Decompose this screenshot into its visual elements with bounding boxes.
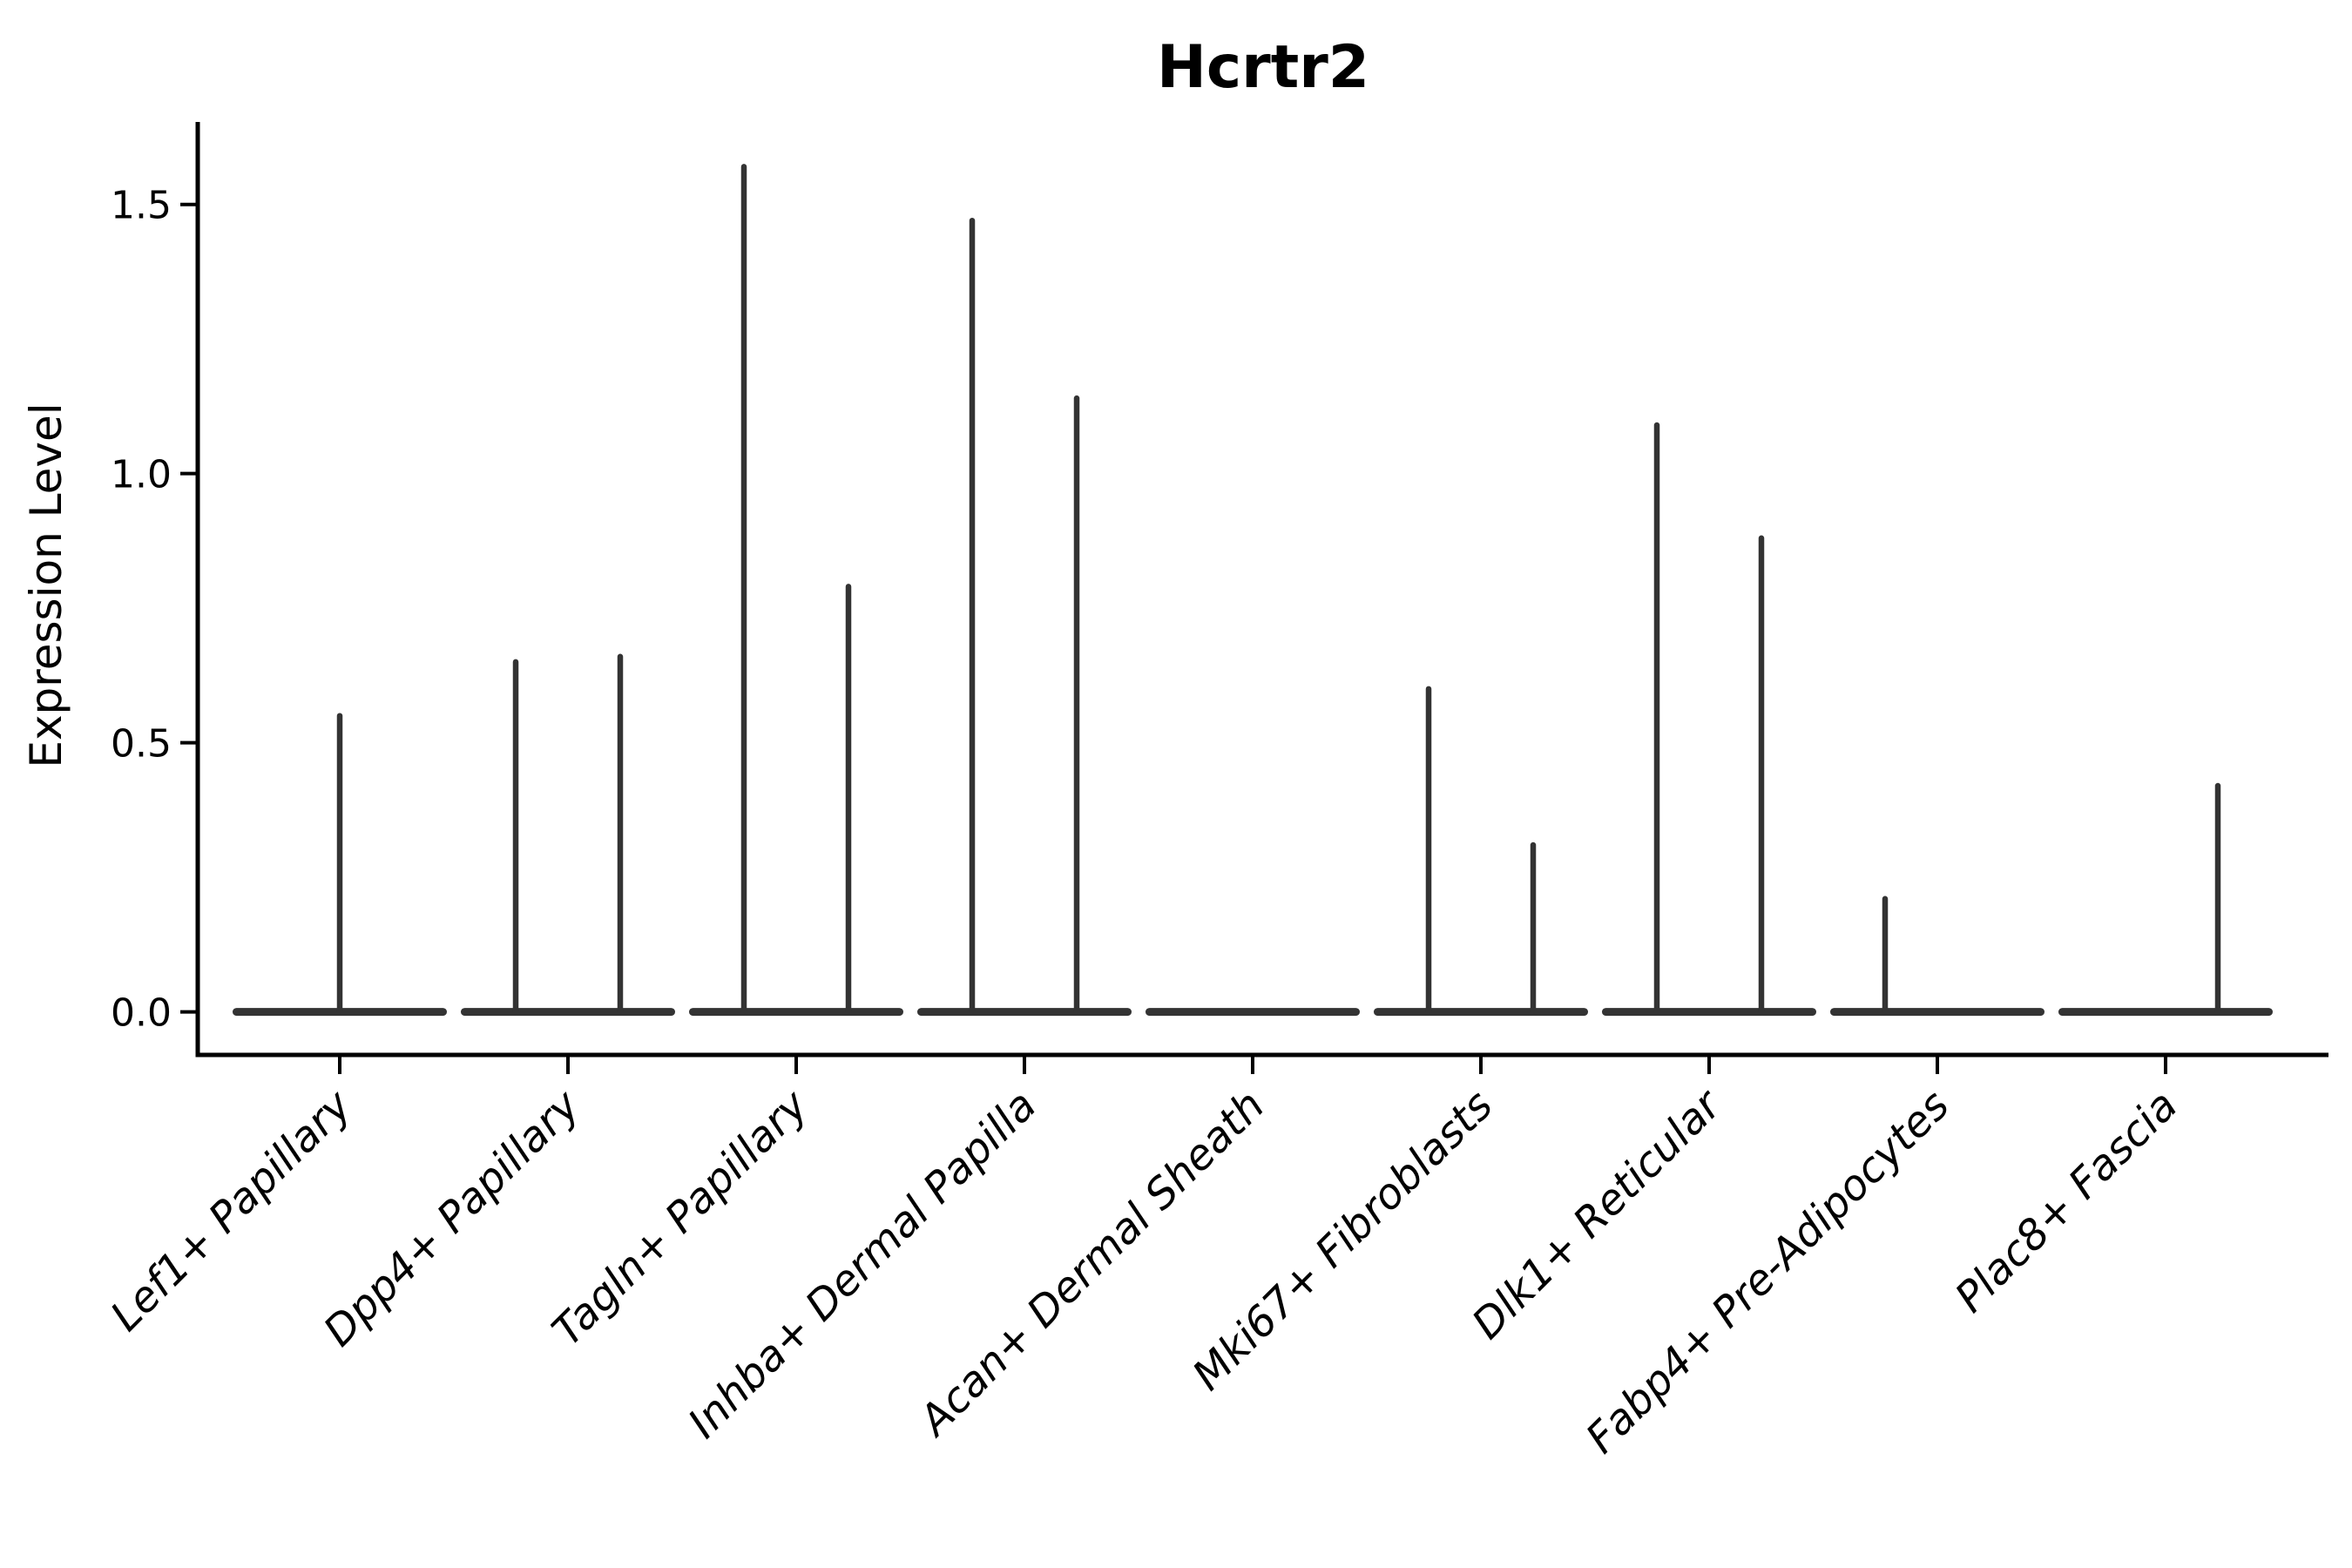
- y-tick-label: 1.0: [111, 453, 172, 497]
- y-tick-label: 1.5: [111, 184, 172, 228]
- violin-body: [1602, 1008, 1816, 1017]
- x-tick-label: Fabp4+ Pre-Adipocytes: [1577, 1081, 1959, 1463]
- violin-group: [689, 164, 903, 1017]
- violin-body: [917, 1008, 1132, 1017]
- violin-body: [689, 1008, 903, 1017]
- x-tick-label: Lef1+ Papillary: [101, 1080, 362, 1341]
- violin-body: [1146, 1008, 1360, 1017]
- y-tick-label: 0.5: [111, 722, 172, 767]
- violin-body: [2058, 1008, 2273, 1017]
- y-tick-label: 0.0: [111, 991, 172, 1036]
- chart-title: Hcrtr2: [1157, 33, 1369, 102]
- violin-group: [1602, 422, 1816, 1017]
- violin-body: [461, 1008, 675, 1017]
- violin-body: [1374, 1008, 1588, 1017]
- violin-group: [1374, 686, 1588, 1017]
- y-axis-label: Expression Level: [21, 402, 71, 767]
- violin-group: [1146, 1008, 1360, 1017]
- x-tick-label: Dlk1+ Reticular: [1463, 1079, 1733, 1349]
- y-axis: 0.0 0.5 1.0 1.5: [111, 122, 200, 1058]
- violin-group: [1830, 896, 2044, 1017]
- violin-group: [233, 713, 447, 1017]
- x-tick-label: Tagln+ Papillary: [543, 1080, 818, 1355]
- violin-group: [2058, 782, 2273, 1017]
- violin-body: [1830, 1008, 2044, 1017]
- violins-layer: [233, 164, 2273, 1017]
- x-tick-label: Plac8+ Fascia: [1946, 1081, 2187, 1322]
- violin-group: [917, 217, 1132, 1017]
- violin-group: [461, 653, 675, 1017]
